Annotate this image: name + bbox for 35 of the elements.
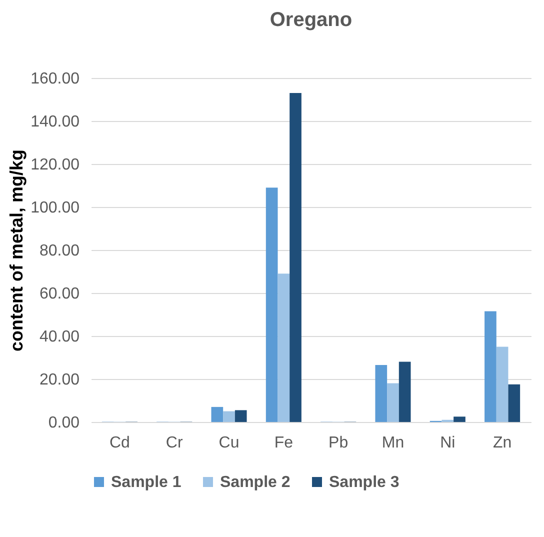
chart-title: Oregano: [270, 9, 352, 31]
legend-label: Sample 3: [329, 474, 400, 491]
bar: [211, 406, 224, 422]
x-tick-label: Cr: [166, 434, 184, 452]
bar: [508, 384, 520, 422]
x-tick-label: Pb: [328, 434, 348, 452]
y-tick-label: 80.00: [39, 242, 80, 260]
y-tick-label: 60.00: [39, 286, 80, 302]
x-tick-label: Cu: [218, 434, 240, 452]
bar: [278, 274, 290, 422]
y-tick-label: 40.00: [39, 328, 80, 346]
bar: [484, 311, 496, 422]
bar: [375, 365, 388, 422]
x-tick-label: Mn: [382, 434, 404, 452]
bar: [266, 188, 278, 422]
y-tick-label: 160.00: [30, 70, 80, 88]
y-tick-label: 140.00: [30, 114, 80, 130]
y-tick-label: 20.00: [39, 372, 80, 388]
bar: [496, 346, 508, 422]
x-tick-label: Zn: [492, 434, 512, 452]
bar: [234, 410, 247, 422]
y-tick-label: 0.00: [48, 414, 80, 432]
x-tick-label: Ni: [440, 434, 456, 452]
bar: [290, 93, 302, 422]
y-tick-label: 120.00: [30, 156, 80, 174]
legend-label: Sample 2: [220, 474, 290, 491]
bar: [454, 416, 466, 422]
y-axis-title: content of metal, mg/kg: [6, 149, 27, 352]
y-tick-label: 100.00: [30, 200, 80, 216]
bar: [223, 411, 235, 422]
bar: [387, 383, 399, 422]
x-tick-label: Fe: [274, 434, 294, 452]
bar: [398, 362, 411, 422]
x-tick-label: Cd: [109, 434, 130, 452]
legend-label: Sample 1: [111, 474, 182, 491]
